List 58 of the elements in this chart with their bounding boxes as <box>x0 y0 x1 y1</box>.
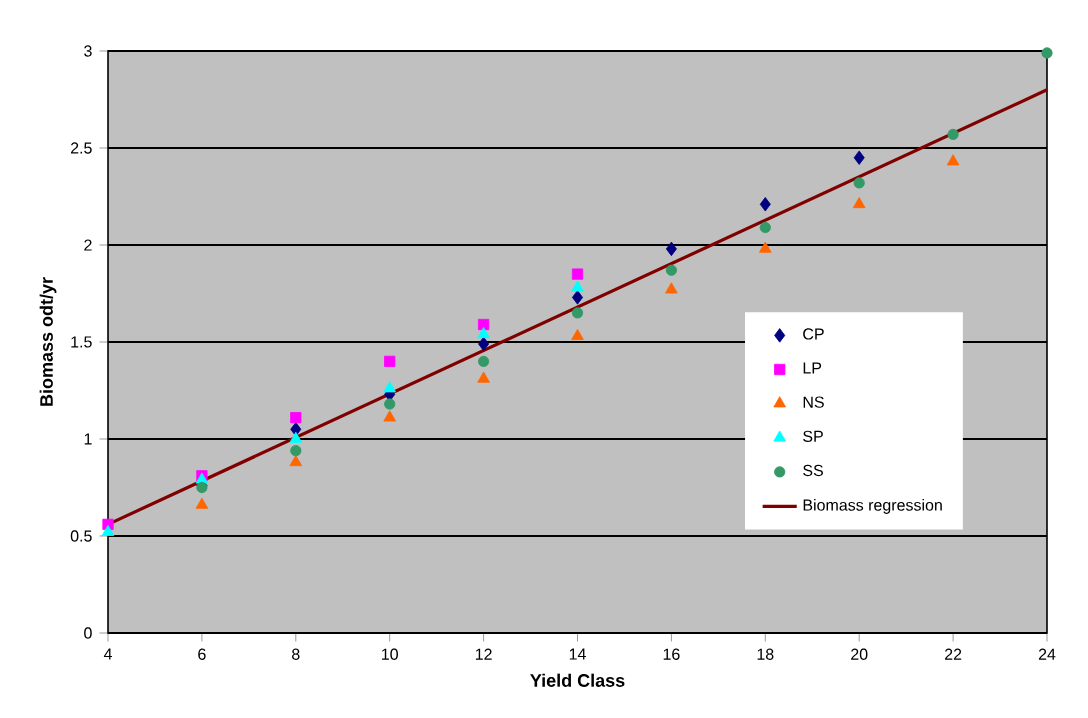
legend-label: Biomass regression <box>803 498 942 514</box>
point <box>947 128 959 141</box>
point <box>1041 47 1053 59</box>
x-tick-label: 12 <box>475 648 492 660</box>
point <box>853 177 865 189</box>
point <box>571 307 584 319</box>
y-tick-label: 3 <box>84 45 92 57</box>
point <box>665 282 678 294</box>
point <box>477 371 490 383</box>
x-tick-label: 14 <box>569 648 586 660</box>
point <box>384 355 396 367</box>
x-tick-label: 6 <box>198 648 206 660</box>
point <box>195 497 209 509</box>
point <box>853 150 865 165</box>
point <box>478 318 490 331</box>
legend-label: SP <box>803 430 823 442</box>
point <box>478 355 490 367</box>
x-tick-label: 16 <box>663 648 680 660</box>
point <box>289 431 303 443</box>
point <box>571 328 584 340</box>
legend-label: LP <box>803 362 822 374</box>
point <box>572 290 583 305</box>
y-tick-label: 0.5 <box>70 530 92 542</box>
x-tick-label: 8 <box>292 648 300 660</box>
point <box>384 398 396 410</box>
point <box>571 268 584 280</box>
point <box>290 445 302 457</box>
x-tick-label: 20 <box>851 648 868 660</box>
point <box>383 410 396 422</box>
point <box>571 280 584 292</box>
legend-label: NS <box>803 396 824 408</box>
x-tick-label: 10 <box>382 648 398 660</box>
point <box>759 197 771 212</box>
y-axis-title: Biomass odt/yr <box>39 277 57 406</box>
x-tick-label: 18 <box>757 648 774 660</box>
y-tick-label: 2.5 <box>70 142 92 154</box>
point <box>759 241 772 253</box>
y-tick-label: 0 <box>84 627 92 639</box>
legend-label: SS <box>803 464 823 477</box>
point <box>383 381 396 393</box>
x-tick-label: 22 <box>945 648 962 660</box>
point <box>290 412 302 424</box>
point <box>759 221 771 234</box>
y-tick-label: 2 <box>84 239 92 251</box>
x-tick-label: 4 <box>103 648 112 660</box>
point <box>289 455 303 467</box>
legend-label: CP <box>803 328 824 340</box>
y-tick-label: 1.5 <box>71 336 92 348</box>
x-tick-label: 24 <box>1038 648 1056 660</box>
point <box>477 327 490 339</box>
point <box>852 197 866 209</box>
x-axis-title: Yield Class <box>530 673 625 687</box>
point <box>101 524 115 536</box>
point <box>665 241 677 257</box>
y-tick-label: 1 <box>84 433 92 445</box>
point <box>946 154 960 166</box>
point <box>665 264 677 276</box>
point <box>478 336 490 352</box>
